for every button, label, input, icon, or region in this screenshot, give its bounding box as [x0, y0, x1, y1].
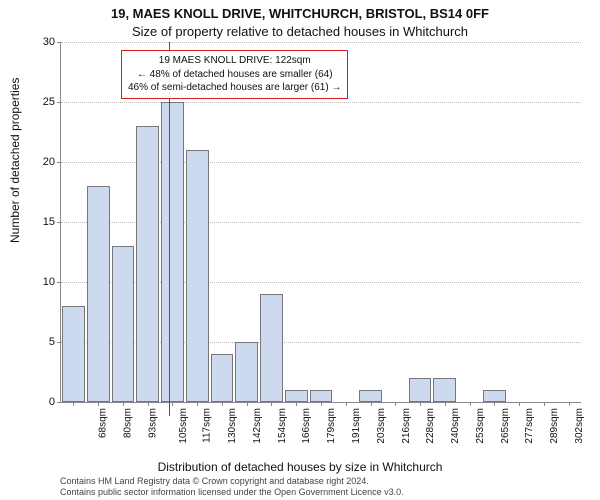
footer: Contains HM Land Registry data © Crown c…: [60, 476, 404, 498]
ytick-label: 10: [43, 276, 55, 288]
annotation-line3: 46% of semi-detached houses are larger (…: [128, 81, 341, 95]
xtick-label: 179sqm: [326, 408, 337, 444]
xtick-mark: [73, 402, 74, 406]
x-axis-label: Distribution of detached houses by size …: [0, 460, 600, 474]
histogram-bar: [310, 390, 333, 402]
xtick-label: 105sqm: [178, 408, 189, 444]
xtick-mark: [420, 402, 421, 406]
annotation-box: 19 MAES KNOLL DRIVE: 122sqm ← 48% of det…: [121, 50, 348, 99]
xtick-label: 203sqm: [376, 408, 387, 444]
ytick-label: 5: [49, 336, 55, 348]
grid-line: [61, 42, 581, 43]
xtick-label: 228sqm: [425, 408, 436, 444]
xtick-mark: [445, 402, 446, 406]
xtick-label: 142sqm: [252, 408, 263, 444]
xtick-label: 80sqm: [123, 408, 134, 438]
xtick-mark: [321, 402, 322, 406]
ytick-mark: [57, 162, 61, 163]
xtick-mark: [470, 402, 471, 406]
ytick-mark: [57, 402, 61, 403]
xtick-mark: [494, 402, 495, 406]
xtick-mark: [544, 402, 545, 406]
histogram-bar: [161, 102, 184, 402]
xtick-label: 216sqm: [401, 408, 412, 444]
title-line1: 19, MAES KNOLL DRIVE, WHITCHURCH, BRISTO…: [0, 6, 600, 21]
histogram-bar: [483, 390, 506, 402]
ytick-label: 25: [43, 96, 55, 108]
xtick-label: 117sqm: [202, 408, 213, 443]
xtick-label: 289sqm: [549, 408, 560, 444]
annotation-line2: ← 48% of detached houses are smaller (64…: [128, 68, 341, 82]
xtick-label: 302sqm: [574, 408, 585, 444]
xtick-label: 265sqm: [500, 408, 511, 444]
histogram-bar: [285, 390, 308, 402]
footer-line2: Contains public sector information licen…: [60, 487, 404, 498]
xtick-label: 154sqm: [277, 408, 288, 444]
histogram-bar: [186, 150, 209, 402]
histogram-bar: [136, 126, 159, 402]
ytick-label: 0: [49, 396, 55, 408]
xtick-mark: [271, 402, 272, 406]
ytick-mark: [57, 102, 61, 103]
ytick-label: 15: [43, 216, 55, 228]
xtick-mark: [222, 402, 223, 406]
chart-container: 19, MAES KNOLL DRIVE, WHITCHURCH, BRISTO…: [0, 0, 600, 500]
ytick-label: 30: [43, 36, 55, 48]
xtick-label: 191sqm: [351, 408, 362, 444]
xtick-mark: [98, 402, 99, 406]
xtick-mark: [148, 402, 149, 406]
plot-area: 19 MAES KNOLL DRIVE: 122sqm ← 48% of det…: [60, 42, 581, 403]
histogram-bar: [62, 306, 85, 402]
xtick-mark: [569, 402, 570, 406]
histogram-bar: [260, 294, 283, 402]
footer-line1: Contains HM Land Registry data © Crown c…: [60, 476, 404, 487]
xtick-mark: [395, 402, 396, 406]
xtick-label: 93sqm: [147, 408, 158, 438]
xtick-label: 240sqm: [450, 408, 461, 444]
ytick-mark: [57, 342, 61, 343]
xtick-label: 166sqm: [302, 408, 313, 444]
histogram-bar: [112, 246, 135, 402]
xtick-mark: [296, 402, 297, 406]
histogram-bar: [211, 354, 234, 402]
xtick-label: 277sqm: [524, 408, 535, 444]
histogram-bar: [359, 390, 382, 402]
title-line2: Size of property relative to detached ho…: [0, 24, 600, 39]
ytick-label: 20: [43, 156, 55, 168]
xtick-mark: [123, 402, 124, 406]
xtick-label: 68sqm: [98, 408, 109, 438]
xtick-label: 253sqm: [475, 408, 486, 444]
histogram-bar: [87, 186, 110, 402]
ytick-mark: [57, 282, 61, 283]
histogram-bar: [235, 342, 258, 402]
y-axis-label: Number of detached properties: [8, 78, 22, 243]
xtick-mark: [346, 402, 347, 406]
ytick-mark: [57, 42, 61, 43]
annotation-line1: 19 MAES KNOLL DRIVE: 122sqm: [128, 54, 341, 68]
xtick-mark: [172, 402, 173, 406]
grid-line: [61, 102, 581, 103]
xtick-label: 130sqm: [227, 408, 238, 444]
histogram-bar: [433, 378, 456, 402]
xtick-mark: [247, 402, 248, 406]
xtick-mark: [197, 402, 198, 406]
ytick-mark: [57, 222, 61, 223]
xtick-mark: [371, 402, 372, 406]
histogram-bar: [409, 378, 432, 402]
xtick-mark: [519, 402, 520, 406]
